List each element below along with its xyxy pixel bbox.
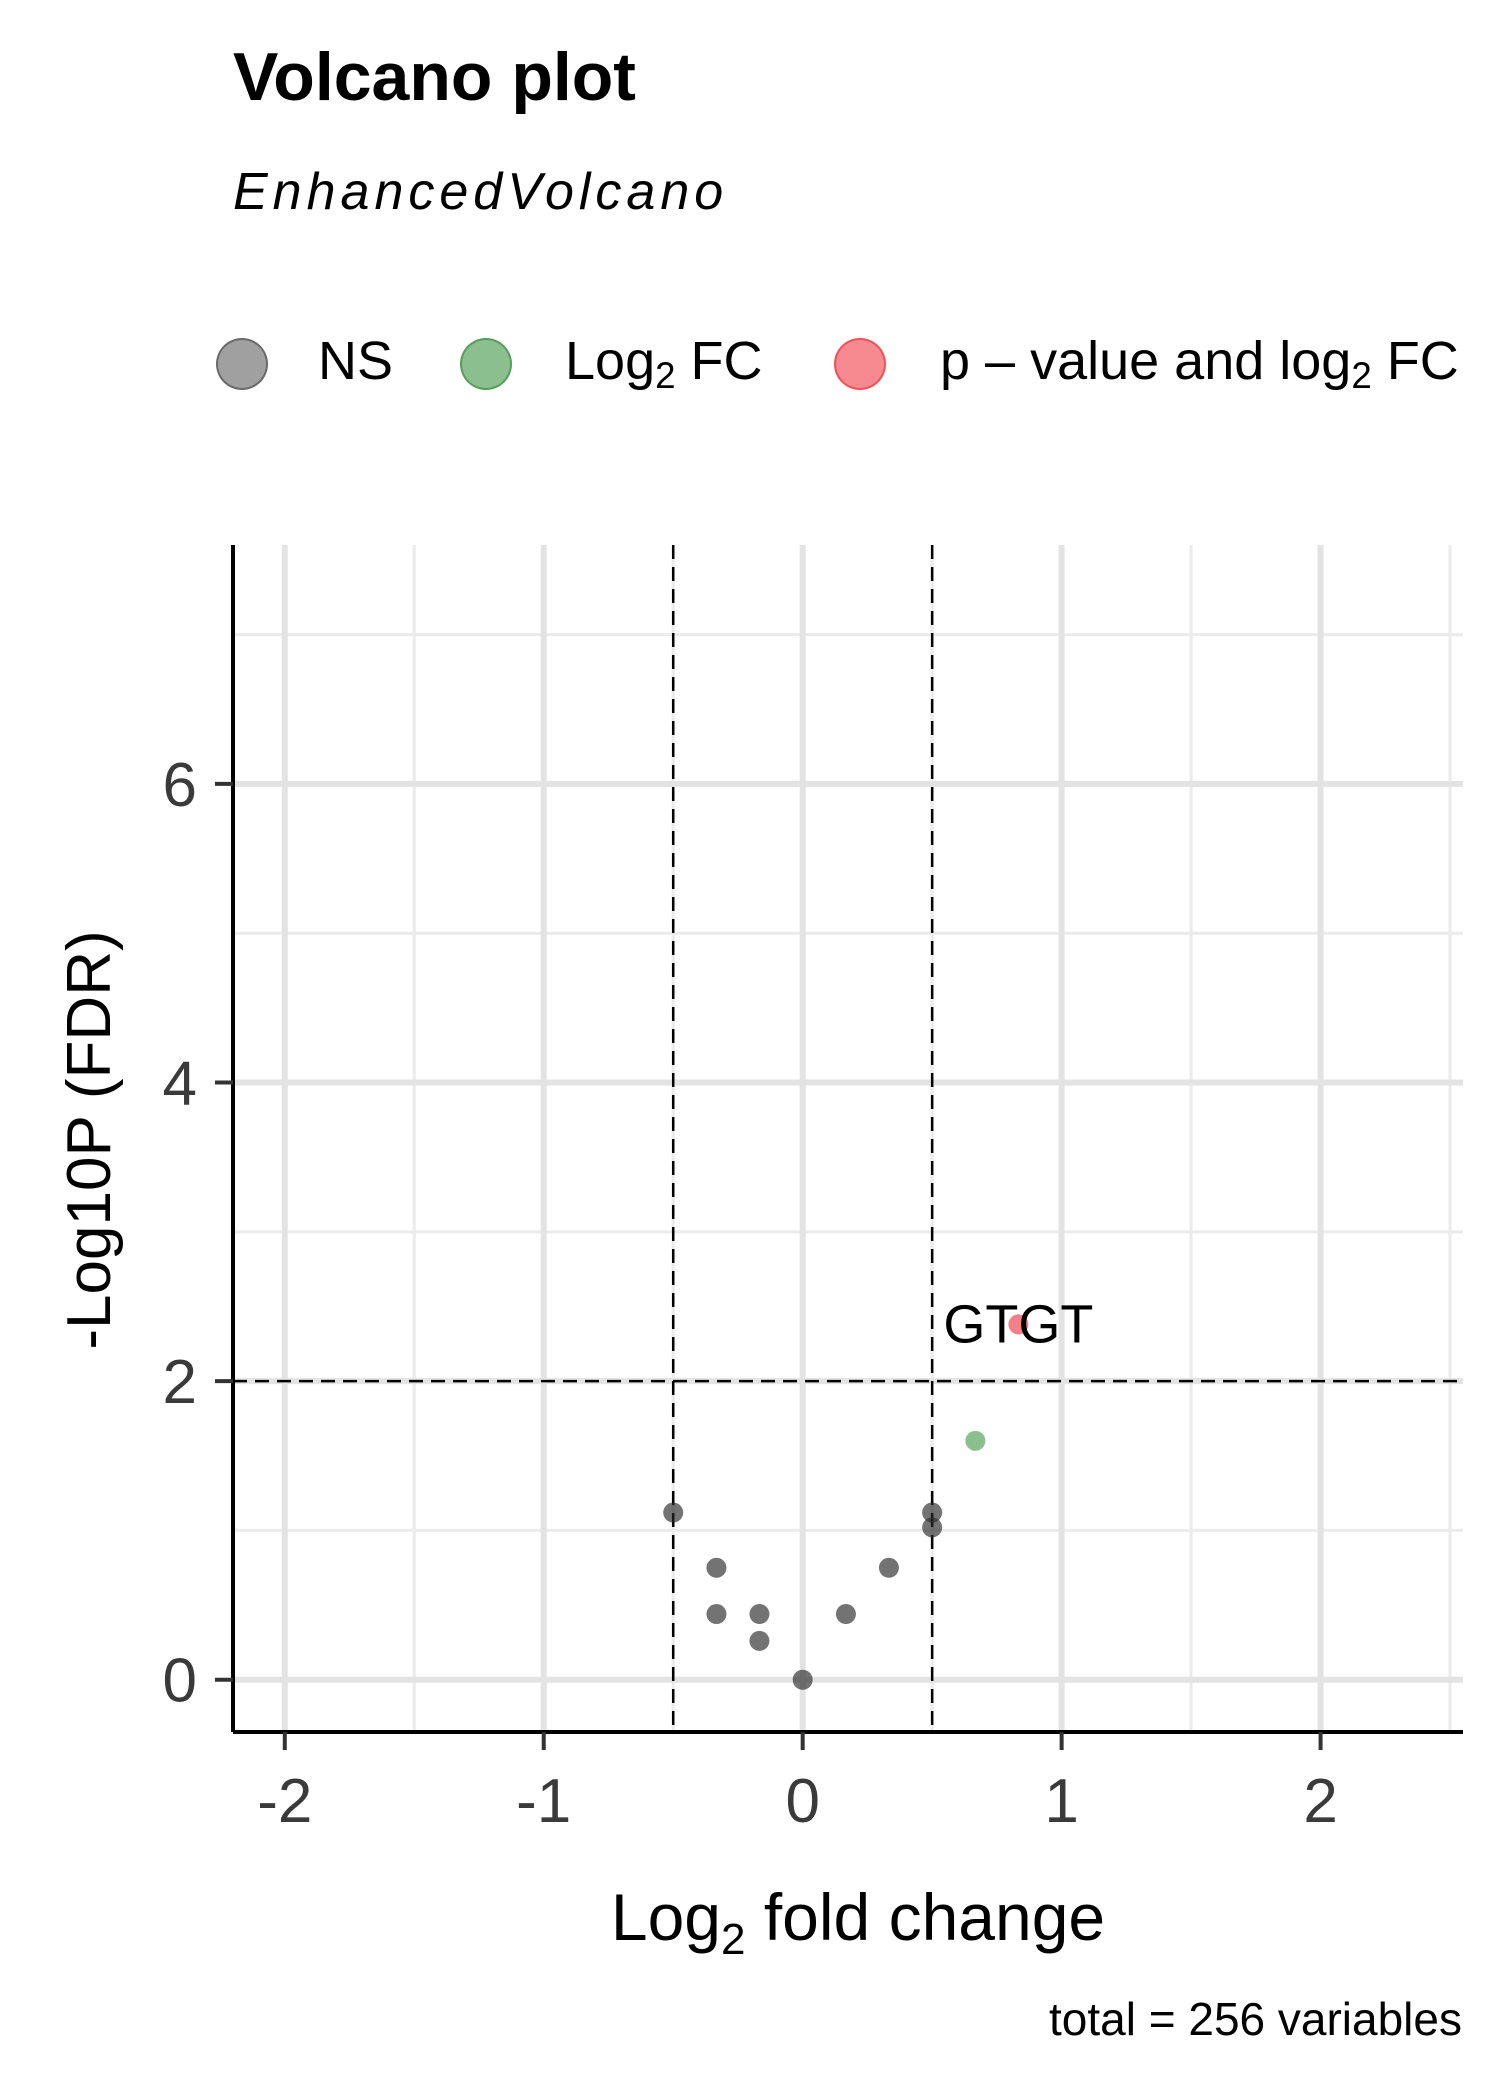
y-tick-label: 6	[163, 751, 197, 820]
data-points	[663, 1314, 1029, 1690]
data-point	[749, 1630, 770, 1651]
data-point	[965, 1430, 986, 1451]
legend-label-log2fc: Log2 FC	[565, 331, 763, 397]
x-tick-label: -2	[257, 1767, 312, 1836]
y-axis-title: -Log10P (FDR)	[55, 930, 124, 1349]
y-tick-label: 4	[163, 1050, 197, 1119]
legend-dot-log2fc	[460, 338, 512, 390]
data-point	[749, 1604, 770, 1625]
x-tick-label: 2	[1303, 1767, 1337, 1836]
data-point	[878, 1557, 899, 1578]
x-tick-label: -1	[516, 1767, 571, 1836]
data-point	[706, 1604, 727, 1625]
data-point	[706, 1557, 727, 1578]
data-point	[663, 1502, 684, 1523]
y-tick-label: 0	[163, 1647, 197, 1716]
y-tick-label: 2	[163, 1348, 197, 1417]
legend-dot-pvalue-log2fc	[834, 338, 886, 390]
legend: NS Log2 FC p – value and log2 FC	[0, 0, 1500, 420]
legend-label-ns: NS	[318, 331, 394, 391]
chart-title: Volcano plot	[233, 39, 636, 115]
x-tick-label: 1	[1044, 1767, 1078, 1836]
point-labels: GTGT	[943, 1294, 1093, 1354]
legend-label-pvalue-log2fc: p – value and log2 FC	[940, 331, 1459, 397]
caption: total = 256 variables	[1049, 1993, 1462, 2045]
legend-dot-ns	[216, 338, 268, 390]
data-point	[922, 1517, 943, 1538]
data-point	[1008, 1314, 1029, 1335]
x-axis-title: Log2 fold change	[611, 1880, 1105, 1964]
data-point	[835, 1604, 856, 1625]
point-label: GTGT	[943, 1294, 1093, 1354]
x-tick-label: 0	[785, 1767, 819, 1836]
chart-subtitle: EnhancedVolcano	[233, 163, 729, 221]
cutoff-lines	[233, 545, 1463, 1732]
data-point	[922, 1502, 943, 1523]
data-point	[792, 1669, 813, 1690]
grid	[233, 545, 1463, 1732]
axes: -2 -1 0 1 2 0 2 4 6	[163, 545, 1463, 1836]
